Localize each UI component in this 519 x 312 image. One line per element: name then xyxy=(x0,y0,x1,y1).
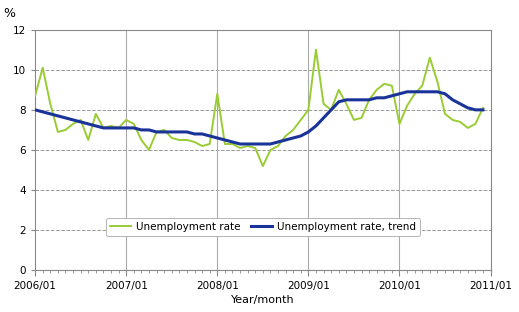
Unemployment rate xyxy=(313,48,319,51)
Unemployment rate xyxy=(260,164,266,168)
Unemployment rate, trend xyxy=(184,130,190,134)
Unemployment rate, trend xyxy=(176,130,183,134)
Line: Unemployment rate: Unemployment rate xyxy=(35,50,483,166)
Unemployment rate xyxy=(480,106,486,110)
Text: %: % xyxy=(3,7,15,20)
X-axis label: Year/month: Year/month xyxy=(231,295,295,305)
Unemployment rate xyxy=(108,124,114,128)
Unemployment rate xyxy=(176,138,183,142)
Unemployment rate, trend xyxy=(404,90,410,94)
Unemployment rate, trend xyxy=(108,126,114,130)
Unemployment rate, trend xyxy=(480,108,486,112)
Unemployment rate xyxy=(32,94,38,98)
Unemployment rate, trend xyxy=(320,116,326,120)
Unemployment rate, trend xyxy=(146,128,152,132)
Unemployment rate, trend xyxy=(32,108,38,112)
Unemployment rate, trend xyxy=(161,130,167,134)
Unemployment rate xyxy=(146,148,152,152)
Line: Unemployment rate, trend: Unemployment rate, trend xyxy=(35,92,483,144)
Unemployment rate xyxy=(161,128,167,132)
Legend: Unemployment rate, Unemployment rate, trend: Unemployment rate, Unemployment rate, tr… xyxy=(106,218,420,236)
Unemployment rate, trend xyxy=(237,142,243,146)
Unemployment rate xyxy=(184,138,190,142)
Unemployment rate xyxy=(328,108,334,112)
